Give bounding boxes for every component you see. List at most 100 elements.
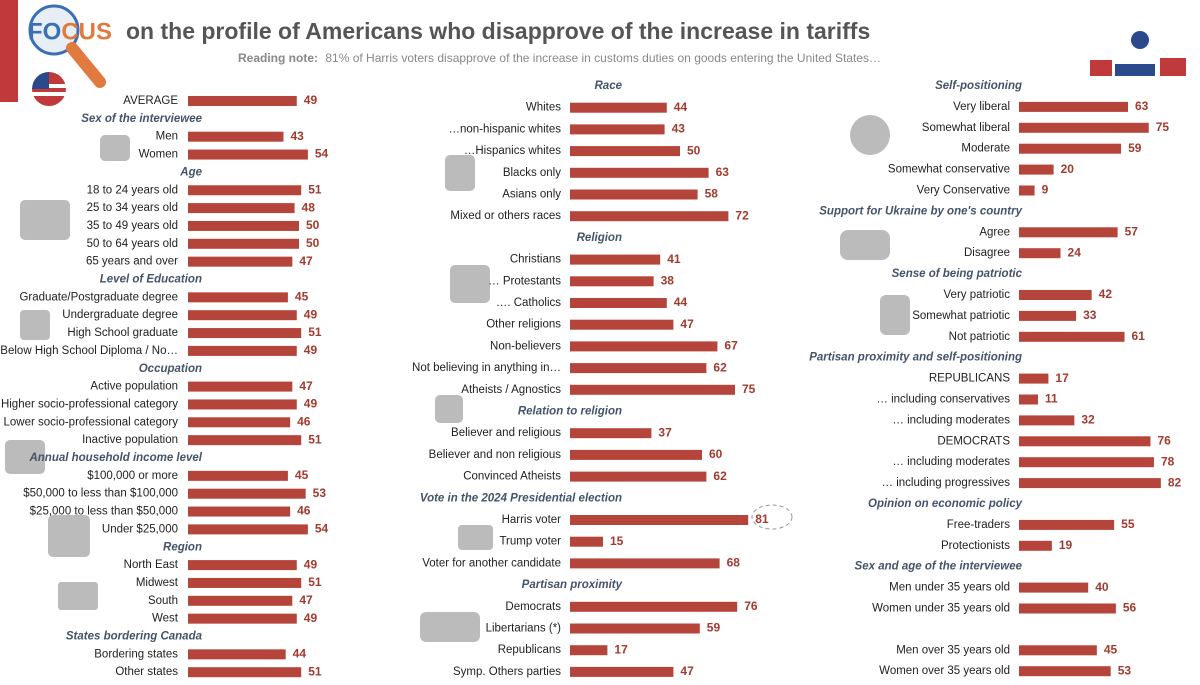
category-label: Voter for another candidate [422, 557, 561, 569]
bar [188, 577, 302, 588]
bar [570, 319, 674, 330]
category-label: Under $25,000 [102, 523, 178, 535]
category-label: … including moderates [892, 414, 1010, 426]
category-label: …non-hispanic whites [448, 123, 561, 135]
value-label: 49 [304, 557, 318, 571]
category-label: High School graduate [67, 327, 178, 339]
bar [188, 435, 302, 446]
category-label: REPUBLICANS [929, 373, 1010, 385]
illustration [1090, 31, 1186, 76]
bar [570, 428, 652, 439]
category-label: Bordering states [94, 648, 178, 660]
bar [1019, 582, 1089, 593]
bar [188, 256, 293, 267]
value-label: 46 [297, 414, 311, 428]
bar [1019, 603, 1116, 614]
value-label: 32 [1081, 413, 1095, 427]
section-title: Relation to religion [518, 406, 622, 418]
value-label: 11 [1045, 392, 1058, 406]
bar [1019, 185, 1035, 196]
bar [1019, 373, 1049, 384]
category-label: West [152, 613, 179, 625]
category-label: Disagree [964, 247, 1010, 259]
accent-bar [0, 0, 18, 102]
bar [188, 488, 306, 499]
value-label: 51 [308, 325, 322, 339]
value-label: 53 [313, 486, 327, 500]
bar [188, 185, 302, 196]
section-title: Region [163, 541, 202, 553]
category-label: … including conservatives [876, 394, 1010, 406]
value-label: 9 [1042, 183, 1049, 197]
category-label: Men over 35 years old [896, 644, 1010, 656]
bar [1019, 415, 1075, 426]
category-label: 65 years and over [86, 256, 178, 268]
bar [570, 298, 667, 308]
category-label: 18 to 24 years old [87, 184, 178, 196]
bar [188, 345, 297, 356]
value-label: 56 [1123, 601, 1137, 615]
bar [188, 203, 295, 214]
bar [570, 124, 665, 135]
bar [188, 399, 297, 410]
category-label: Men under 35 years old [889, 582, 1010, 594]
bar [570, 363, 707, 374]
bar [570, 211, 729, 222]
category-label: Undergraduate degree [62, 309, 178, 321]
category-label: Below High School Diploma / No… [0, 345, 178, 357]
bar [570, 384, 735, 395]
bar [1019, 164, 1054, 175]
section-title: Partisan proximity and self-positioning [809, 352, 1022, 364]
value-label: 49 [304, 397, 318, 411]
section-title: Annual household income level [28, 452, 202, 464]
category-label: Symp. Others parties [453, 666, 561, 678]
note-label: Reading note: [238, 51, 318, 65]
bar [1019, 310, 1077, 321]
value-label: 44 [293, 647, 307, 661]
value-label: 49 [304, 343, 318, 357]
category-label: Very Conservative [917, 185, 1010, 197]
value-label: 45 [295, 290, 309, 304]
value-label: 43 [672, 122, 686, 136]
magnifier-handle [66, 42, 106, 88]
value-label: 47 [299, 379, 313, 393]
category-label: Men [156, 131, 178, 143]
section-title: Sex and age of the interviewee [855, 561, 1023, 573]
bar [1019, 666, 1111, 677]
bar [570, 515, 749, 525]
value-label: 51 [308, 575, 322, 589]
value-label: 45 [295, 468, 309, 482]
value-label: 33 [1083, 308, 1097, 322]
value-label: 76 [744, 599, 758, 613]
category-label: Libertarians (*) [486, 623, 562, 635]
section-title: Level of Education [100, 274, 202, 286]
category-label: Women over 35 years old [879, 665, 1010, 677]
value-label: 42 [1099, 287, 1113, 301]
bar [1019, 436, 1151, 447]
value-label: 41 [667, 252, 681, 266]
bar [188, 560, 297, 571]
value-label: 55 [1121, 517, 1135, 531]
value-label: 37 [658, 425, 672, 439]
bar [188, 238, 299, 249]
value-label: 51 [308, 432, 322, 446]
section-title: Race [595, 80, 623, 92]
category-label: Very patriotic [944, 289, 1011, 301]
bar [188, 381, 293, 392]
category-label: Lower socio-professional category [3, 416, 178, 428]
section-title: Age [179, 166, 202, 178]
value-label: 49 [304, 611, 318, 625]
value-label: 59 [1128, 141, 1142, 155]
bar [188, 649, 286, 660]
category-label: AVERAGE [123, 95, 178, 107]
section-title: Support for Ukraine by one's country [819, 205, 1022, 217]
category-label: Non-believers [490, 340, 561, 352]
category-label: Blacks only [503, 167, 561, 179]
bar [188, 292, 288, 303]
highlight-ring [751, 504, 793, 530]
value-label: 46 [297, 504, 311, 518]
value-label: 20 [1061, 162, 1075, 176]
bar [570, 449, 702, 460]
bar [188, 96, 297, 106]
value-label: 47 [680, 664, 694, 678]
